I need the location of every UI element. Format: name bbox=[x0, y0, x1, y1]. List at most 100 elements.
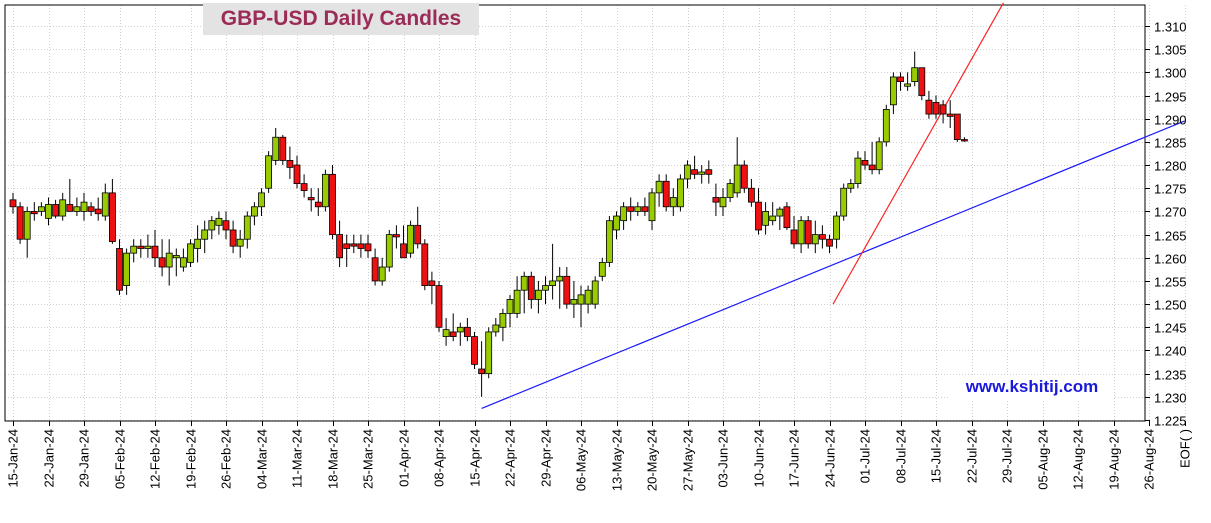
candle bbox=[272, 127, 280, 166]
y-tick-label: 1.255 bbox=[1154, 275, 1187, 290]
candle bbox=[748, 178, 755, 207]
candle-body bbox=[570, 299, 578, 305]
candle bbox=[208, 216, 216, 240]
candle bbox=[705, 160, 713, 184]
candle bbox=[840, 183, 848, 221]
candle-body bbox=[272, 136, 280, 161]
candle bbox=[414, 206, 422, 249]
candle-body bbox=[23, 211, 31, 240]
x-tick-label: 22-Jan-24 bbox=[42, 429, 57, 488]
candle bbox=[286, 146, 294, 179]
x-tick-label: 17-Jun-24 bbox=[787, 429, 802, 488]
candle-body bbox=[371, 257, 379, 282]
candle-body bbox=[329, 173, 336, 235]
candle-body bbox=[783, 206, 791, 229]
candle bbox=[9, 192, 17, 214]
candle bbox=[52, 199, 59, 219]
candle bbox=[726, 178, 734, 203]
candle-body bbox=[598, 261, 606, 277]
candle-body bbox=[229, 229, 237, 247]
candle-body bbox=[87, 206, 95, 212]
candle-body bbox=[620, 206, 627, 222]
candle-body bbox=[343, 243, 351, 249]
candle bbox=[215, 211, 223, 235]
candle bbox=[563, 267, 571, 309]
candle-body bbox=[485, 331, 493, 375]
candle bbox=[691, 155, 698, 179]
candle-body bbox=[513, 289, 521, 314]
plot-frame bbox=[4, 4, 1146, 422]
candle bbox=[556, 267, 564, 309]
candle-body bbox=[144, 245, 152, 249]
candle-body bbox=[73, 206, 81, 212]
candle-body bbox=[421, 243, 429, 286]
x-tick-label: 01-Jul-24 bbox=[858, 429, 873, 483]
candle bbox=[87, 202, 95, 217]
candle bbox=[421, 239, 429, 291]
candle bbox=[833, 211, 840, 249]
candle-body bbox=[407, 224, 415, 254]
candle-body bbox=[59, 199, 67, 217]
candle-body bbox=[123, 252, 130, 286]
x-tick-label: 18-Mar-24 bbox=[326, 429, 341, 489]
x-tick-label: 08-Apr-24 bbox=[432, 429, 447, 487]
x-tick-label: 05-Feb-24 bbox=[113, 429, 128, 489]
candle bbox=[634, 202, 642, 217]
candle-body bbox=[613, 215, 620, 231]
candle-body bbox=[953, 113, 961, 140]
candle bbox=[776, 206, 784, 230]
candle bbox=[740, 160, 748, 193]
y-tick-label: 1.300 bbox=[1154, 66, 1187, 81]
candle-body bbox=[740, 164, 748, 189]
candle bbox=[407, 220, 415, 258]
candle bbox=[400, 225, 407, 259]
y-tick-label: 1.250 bbox=[1154, 298, 1187, 313]
x-tick-label: 06-May-24 bbox=[574, 429, 589, 491]
candle-body bbox=[946, 113, 954, 117]
candle bbox=[648, 188, 656, 230]
x-tick-label: 22-Apr-24 bbox=[503, 429, 518, 487]
candle-body bbox=[556, 275, 564, 282]
candle-body bbox=[577, 294, 585, 305]
candle-body bbox=[748, 187, 755, 203]
x-tick-label: 15-Jul-24 bbox=[929, 429, 944, 483]
candle bbox=[321, 169, 329, 212]
candle-body bbox=[442, 329, 450, 337]
candle bbox=[371, 248, 379, 286]
candle-body bbox=[222, 220, 230, 231]
candle-body bbox=[52, 204, 59, 217]
candle bbox=[158, 239, 166, 277]
candle bbox=[577, 285, 585, 328]
watermark-link[interactable]: www.kshitij.com bbox=[950, 375, 1114, 399]
candle-body bbox=[16, 206, 24, 240]
y-tick-label: 1.240 bbox=[1154, 344, 1187, 359]
candle-body bbox=[797, 220, 805, 245]
candle bbox=[946, 100, 954, 128]
candle-body bbox=[549, 280, 556, 286]
candle bbox=[932, 95, 940, 119]
x-tick-label: 24-Jun-24 bbox=[823, 429, 838, 488]
y-tick-label: 1.280 bbox=[1154, 159, 1187, 174]
candle-body bbox=[66, 204, 74, 212]
candle-body bbox=[194, 238, 202, 249]
candle-body bbox=[30, 211, 38, 215]
candle-body bbox=[932, 102, 940, 115]
candle bbox=[364, 234, 372, 258]
candle bbox=[38, 202, 45, 217]
candle bbox=[804, 216, 812, 249]
candle-body bbox=[158, 257, 166, 268]
candle bbox=[130, 239, 138, 263]
candle-body bbox=[691, 169, 698, 175]
x-tick-label: 12-Aug-24 bbox=[1071, 429, 1086, 490]
candle bbox=[918, 67, 926, 101]
candle bbox=[698, 165, 706, 184]
candle-body bbox=[392, 234, 400, 238]
candle-body bbox=[286, 160, 294, 168]
candle-body bbox=[634, 206, 642, 212]
candle-body bbox=[882, 109, 890, 143]
candle-body bbox=[137, 245, 145, 249]
candle-body bbox=[414, 224, 422, 245]
candle-body bbox=[712, 197, 720, 203]
candle bbox=[385, 229, 393, 272]
